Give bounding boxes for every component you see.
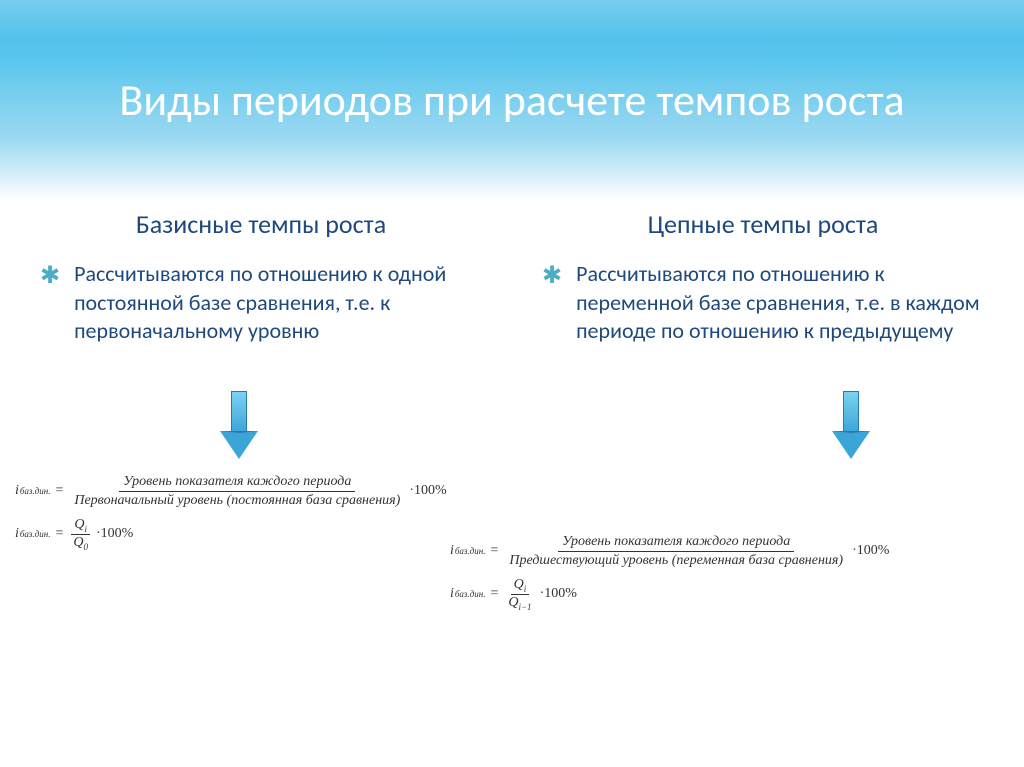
lhs-sub: баз.дин. — [455, 546, 486, 556]
right-formula-1: iбаз.дин. = Уровень показателя каждого п… — [450, 534, 889, 569]
fraction: Qi Qi−1 — [505, 577, 534, 612]
right-bullet: ✱ Рассчитываются по отношению к переменн… — [542, 260, 984, 346]
left-column: Базисные темпы роста ✱ Рассчитываются по… — [10, 200, 512, 346]
right-formulas: iбаз.дин. = Уровень показателя каждого п… — [450, 534, 889, 620]
left-subheading: Базисные темпы роста — [40, 208, 482, 240]
right-description: Рассчитываются по отношению к переменной… — [576, 260, 984, 346]
lhs-var: i — [450, 586, 454, 602]
bullet-icon: ✱ — [40, 264, 60, 288]
equals: = — [490, 543, 498, 559]
fraction: Уровень показателя каждого периода Перво… — [70, 474, 404, 509]
denominator: Предшествующий уровень (переменная база … — [505, 552, 847, 569]
right-subheading: Цепные темпы роста — [542, 208, 984, 240]
lhs-sub: баз.дин. — [20, 529, 51, 539]
tail: ·100% — [409, 483, 446, 499]
down-arrow-icon — [220, 391, 258, 459]
left-formula-2: iбаз.дин. = Qi Q0 ·100% — [15, 517, 447, 552]
tail: ·100% — [96, 526, 133, 542]
fraction: Qi Q0 — [70, 517, 91, 552]
right-column: Цепные темпы роста ✱ Рассчитываются по о… — [512, 200, 1014, 346]
equals: = — [490, 586, 498, 602]
arrow-row — [0, 391, 1024, 459]
down-arrow-icon — [832, 391, 870, 459]
slide-header: Виды периодов при расчете темпов роста — [0, 0, 1024, 200]
lhs-var: i — [15, 483, 19, 499]
bullet-icon: ✱ — [542, 264, 562, 288]
lhs-var: i — [450, 543, 454, 559]
content-columns: Базисные темпы роста ✱ Рассчитываются по… — [0, 200, 1024, 346]
denominator: Первоначальный уровень (постоянная база … — [70, 492, 404, 509]
numerator: Qi — [71, 517, 90, 535]
denominator: Qi−1 — [505, 595, 534, 612]
denominator: Q0 — [70, 535, 91, 552]
slide-title: Виды периодов при расчете темпов роста — [119, 75, 904, 126]
tail: ·100% — [852, 543, 889, 559]
left-description: Рассчитываются по отношению к одной пост… — [74, 260, 482, 346]
equals: = — [55, 526, 63, 542]
numerator: Уровень показателя каждого периода — [558, 534, 794, 552]
lhs-var: i — [15, 526, 19, 542]
right-formula-2: iбаз.дин. = Qi Qi−1 ·100% — [450, 577, 889, 612]
lhs-sub: баз.дин. — [20, 486, 51, 496]
lhs-sub: баз.дин. — [455, 589, 486, 599]
right-arrow-container — [512, 391, 1004, 459]
formulas-area: iбаз.дин. = Уровень показателя каждого п… — [0, 459, 1024, 679]
numerator: Qi — [511, 577, 530, 595]
left-bullet: ✱ Рассчитываются по отношению к одной по… — [40, 260, 482, 346]
equals: = — [55, 483, 63, 499]
tail: ·100% — [540, 586, 577, 602]
left-formula-1: iбаз.дин. = Уровень показателя каждого п… — [15, 474, 447, 509]
fraction: Уровень показателя каждого периода Предш… — [505, 534, 847, 569]
left-arrow-container — [20, 391, 512, 459]
left-formulas: iбаз.дин. = Уровень показателя каждого п… — [15, 474, 447, 560]
numerator: Уровень показателя каждого периода — [119, 474, 355, 492]
